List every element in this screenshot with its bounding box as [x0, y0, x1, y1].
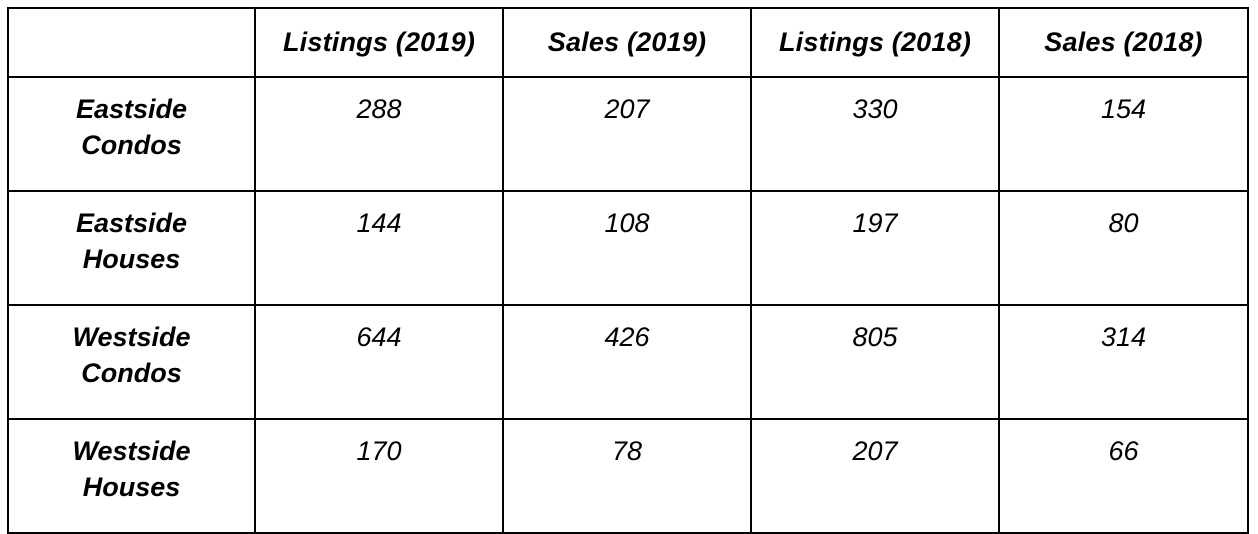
row-header: Eastside Houses	[7, 190, 256, 306]
row-header: Westside Condos	[7, 304, 256, 420]
row-header: Westside Houses	[7, 418, 256, 534]
table-cell: 144	[254, 190, 504, 306]
row-label-line: Condos	[81, 358, 182, 388]
table-cell: 207	[750, 418, 1000, 534]
table-cell: 330	[750, 76, 1000, 192]
table-cell: 154	[998, 76, 1249, 192]
row-label-line: Houses	[82, 472, 181, 502]
column-header: Sales (2019)	[502, 7, 752, 78]
table-cell: 66	[998, 418, 1249, 534]
table-row: Eastside Houses 144 108 197 80	[7, 190, 1249, 306]
row-label-line: Westside	[72, 436, 191, 466]
table-cell: 426	[502, 304, 752, 420]
row-label-line: Houses	[82, 244, 181, 274]
table-cell: 644	[254, 304, 504, 420]
column-header: Listings (2019)	[254, 7, 504, 78]
table-cell: 170	[254, 418, 504, 534]
table-cell: 80	[998, 190, 1249, 306]
table-cell: 288	[254, 76, 504, 192]
row-label-line: Eastside	[75, 208, 188, 238]
table-cell: 197	[750, 190, 1000, 306]
row-label-line: Condos	[81, 130, 182, 160]
column-header: Listings (2018)	[750, 7, 1000, 78]
table-row: Westside Condos 644 426 805 314	[7, 304, 1249, 420]
column-header: Sales (2018)	[998, 7, 1249, 78]
corner-cell	[7, 7, 256, 78]
table-cell: 78	[502, 418, 752, 534]
table-cell: 108	[502, 190, 752, 306]
table-row: Westside Houses 170 78 207 66	[7, 418, 1249, 534]
table-cell: 207	[502, 76, 752, 192]
row-label-line: Westside	[72, 322, 191, 352]
data-table: Listings (2019) Sales (2019) Listings (2…	[7, 7, 1249, 534]
row-label-line: Eastside	[75, 94, 188, 124]
table-row: Eastside Condos 288 207 330 154	[7, 76, 1249, 192]
row-header: Eastside Condos	[7, 76, 256, 192]
table-header-row: Listings (2019) Sales (2019) Listings (2…	[7, 7, 1249, 78]
table-cell: 805	[750, 304, 1000, 420]
table-cell: 314	[998, 304, 1249, 420]
